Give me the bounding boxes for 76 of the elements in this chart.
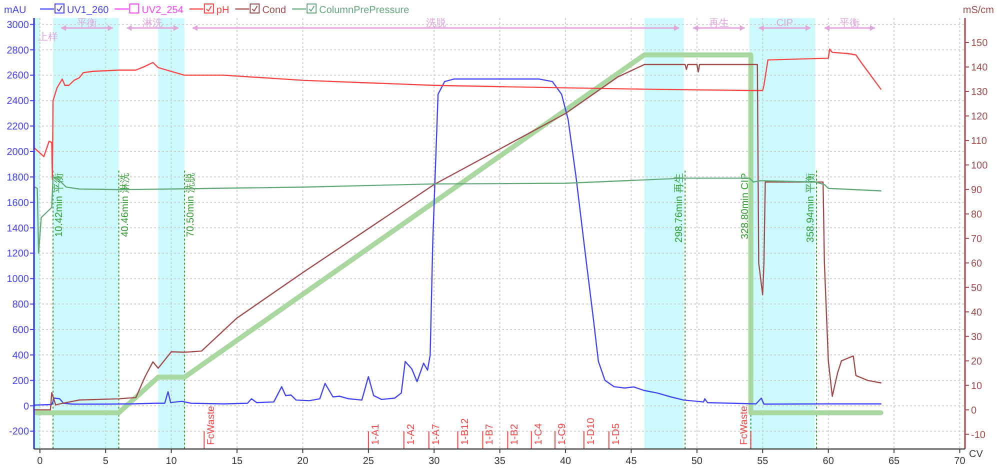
y2-tick-label: 40 xyxy=(971,307,983,318)
y-tick-label: 800 xyxy=(12,300,30,311)
annotation: 平衡 xyxy=(76,17,97,29)
x-tick-label: 55 xyxy=(757,456,769,467)
y-tick-label: 1200 xyxy=(6,248,30,260)
legend-label: ColumnPrePressure xyxy=(319,5,410,16)
annotation: 再生 xyxy=(708,17,729,29)
x-tick-label: 40 xyxy=(560,456,572,467)
y-tick-label: 1000 xyxy=(6,274,30,286)
ref-line-label: 1-C9 xyxy=(557,422,568,445)
ref-line-label: 1-D5 xyxy=(610,422,622,445)
y2-tick-label: 110 xyxy=(971,136,988,147)
y2-axis-title: mS/cm xyxy=(962,5,994,16)
x-tick-label: 25 xyxy=(362,456,374,467)
y-tick-label: 2200 xyxy=(6,122,30,133)
legend-label: pH xyxy=(216,5,230,16)
x-tick-label: 10 xyxy=(166,456,178,467)
y2-tick-label: 120 xyxy=(971,111,988,122)
y-tick-label: -200 xyxy=(8,426,30,438)
y-tick-label: 2000 xyxy=(6,146,30,158)
x-tick-label: 65 xyxy=(888,456,900,467)
y2-tick-label: 130 xyxy=(971,86,988,98)
x-tick-label: 35 xyxy=(494,456,506,467)
legend-label: Cond xyxy=(262,5,286,16)
y2-tick-label: 30 xyxy=(971,332,983,343)
y2-tick-label: 50 xyxy=(971,282,983,294)
y-tick-label: 2400 xyxy=(6,96,30,108)
y2-tick-label: 140 xyxy=(971,62,988,74)
annotation: CIP xyxy=(776,18,794,29)
ref-line-label: 1-A2 xyxy=(406,423,417,445)
y-tick-label: 200 xyxy=(12,376,30,387)
annotation: 平衡 xyxy=(840,17,860,29)
y2-tick-label: 60 xyxy=(971,258,983,270)
y2-tick-label: 10 xyxy=(971,380,983,392)
ref-line-label: 1-A7 xyxy=(430,423,442,445)
y2-tick-label: 20 xyxy=(971,356,983,368)
ref-line-label: 1-B7 xyxy=(484,423,496,445)
ref-line-label: 1-A1 xyxy=(370,423,382,445)
annotation: 上样 xyxy=(38,31,58,43)
y2-tick-label: 150 xyxy=(971,38,988,49)
ref-line-label: FcWaste xyxy=(738,405,750,445)
x-tick-label: 5 xyxy=(102,456,109,467)
y-tick-label: 0 xyxy=(23,401,30,412)
y2-tick-label: 100 xyxy=(971,160,988,172)
legend-label: UV1_260 xyxy=(67,5,110,16)
x-tick-label: 0 xyxy=(37,456,44,467)
x-tick-label: 30 xyxy=(428,456,440,467)
ref-line-label: 1-B2 xyxy=(510,423,521,445)
annotation: 淋洗 xyxy=(142,17,163,29)
y2-tick-label: 80 xyxy=(971,209,983,220)
ref-line-label: 1-C4 xyxy=(533,422,544,445)
legend-label: UV2_254 xyxy=(142,5,184,16)
x-tick-label: 70 xyxy=(954,456,966,467)
x-tick-label: 20 xyxy=(297,456,309,467)
y-tick-label: 1600 xyxy=(6,198,30,209)
y2-tick-label: 90 xyxy=(971,184,983,196)
x-tick-label: 50 xyxy=(691,456,703,467)
y-tick-label: 2800 xyxy=(6,45,30,56)
y-tick-label: 1800 xyxy=(6,172,30,184)
y-tick-label: 1400 xyxy=(6,223,30,234)
y-tick-label: 600 xyxy=(12,324,30,336)
y-axis-title: mAU xyxy=(4,5,26,16)
y2-tick-label: 0 xyxy=(971,405,977,416)
ref-line-label: 1-B12 xyxy=(460,418,471,445)
y2-tick-label: -10 xyxy=(971,430,986,441)
x-tick-label: 45 xyxy=(626,456,638,467)
x-tick-label: 60 xyxy=(822,456,834,467)
y2-tick-label: 70 xyxy=(971,234,983,245)
x-axis-title: CV xyxy=(969,449,984,460)
y-tick-label: 2600 xyxy=(6,70,30,82)
annotation: 洗脱 xyxy=(426,17,446,29)
y-tick-label: 3000 xyxy=(6,20,30,31)
y-tick-label: 400 xyxy=(12,350,30,362)
x-tick-label: 15 xyxy=(231,456,244,467)
ref-line-label: 1-D10 xyxy=(586,417,597,445)
ref-line-label: FcWaste xyxy=(206,405,218,445)
